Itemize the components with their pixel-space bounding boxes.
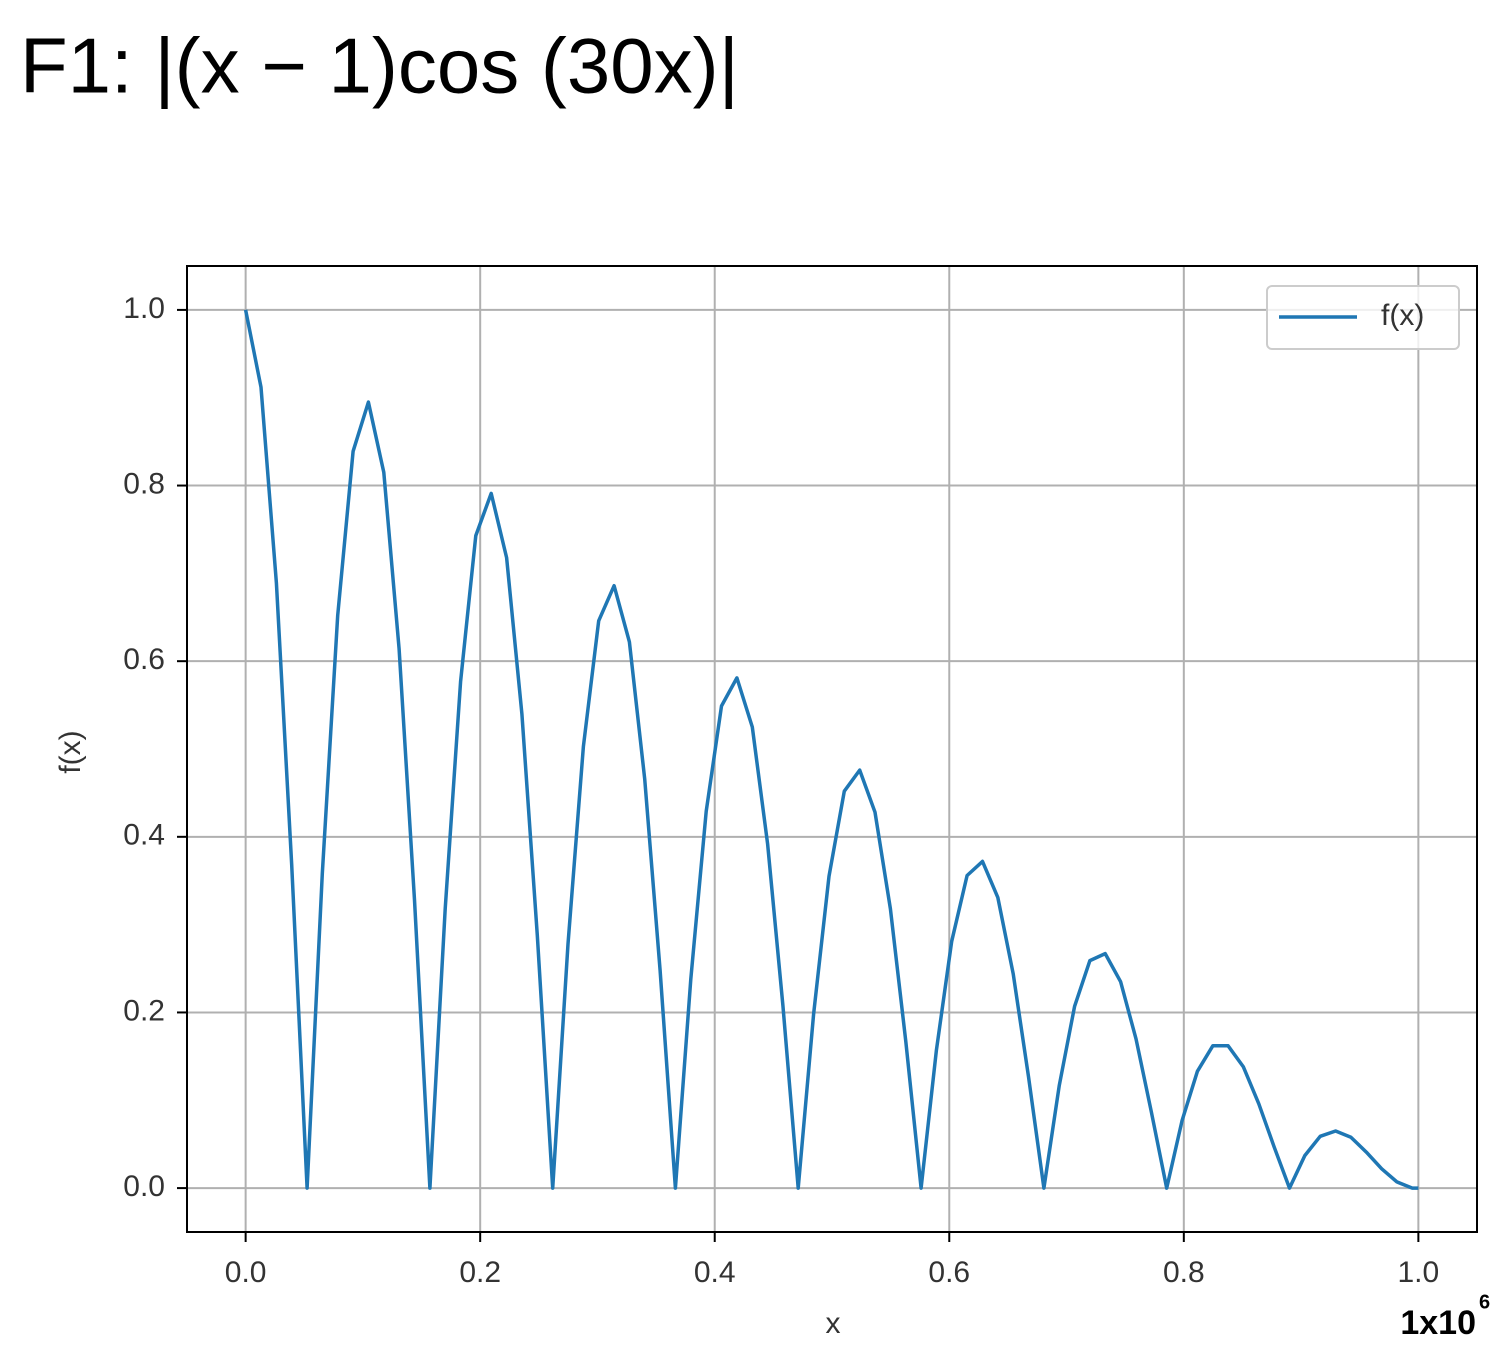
x-multiplier-exponent: 6 — [1479, 1291, 1490, 1313]
x-multiplier: 1x10 — [1400, 1304, 1476, 1342]
y-tick-label: 0.6 — [123, 643, 165, 676]
legend-label: f(x) — [1381, 299, 1424, 332]
x-tick-label: 0.2 — [459, 1256, 501, 1289]
legend-box — [1266, 285, 1460, 350]
x-tick-label: 0.0 — [225, 1256, 267, 1289]
x-tick-label: 0.6 — [928, 1256, 970, 1289]
y-tick-label: 0.4 — [123, 819, 165, 852]
y-tick-label: 0.2 — [123, 994, 165, 1027]
plot-frame — [186, 265, 1478, 1233]
y-tick-label: 0.8 — [123, 467, 165, 500]
y-tick-label: 0.0 — [123, 1170, 165, 1203]
line-series — [243, 309, 1419, 1190]
y-axis-label: f(x) — [54, 730, 87, 773]
x-axis-label: x — [826, 1307, 841, 1340]
chart-title: F1: |(x − 1)cos (30x)| — [20, 22, 739, 110]
x-tick-label: 0.4 — [694, 1256, 736, 1289]
y-tick-label: 1.0 — [123, 292, 165, 325]
x-tick-label: 1.0 — [1398, 1256, 1440, 1289]
x-tick-label: 0.8 — [1163, 1256, 1205, 1289]
